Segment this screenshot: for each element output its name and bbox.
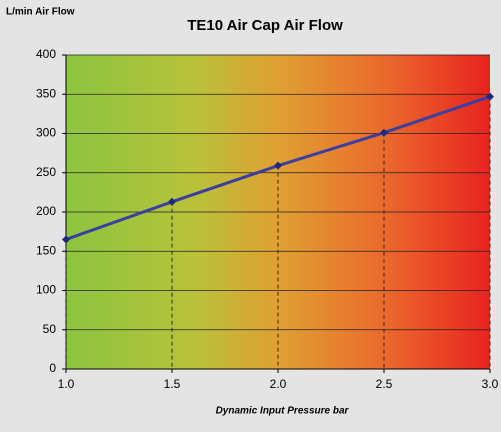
x-tick-label: 1.5 <box>164 377 181 391</box>
y-tick-label: 100 <box>36 283 56 297</box>
y-tick-label: 150 <box>36 243 56 257</box>
data-point <box>274 161 282 170</box>
x-tick-label: 2.5 <box>376 377 393 391</box>
y-tick-label: 400 <box>36 47 56 61</box>
y-tick-label: 300 <box>36 126 56 140</box>
data-point <box>168 197 176 206</box>
y-tick-label: 250 <box>36 165 56 179</box>
y-tick-label: 50 <box>43 322 57 336</box>
y-tick-label: 200 <box>36 204 56 218</box>
data-point <box>486 92 494 101</box>
y-tick-label: 0 <box>49 361 56 375</box>
y-tick-label: 350 <box>36 86 56 100</box>
x-axis-label: Dynamic Input Pressure bar <box>216 406 350 417</box>
data-point <box>380 128 388 137</box>
chart-title: TE10 Air Cap Air Flow <box>187 17 343 34</box>
data-point <box>62 235 70 244</box>
y-axis-label: L/min Air Flow <box>6 7 75 18</box>
x-tick-label: 3.0 <box>482 377 499 391</box>
x-tick-label: 2.0 <box>270 377 287 391</box>
x-tick-label: 1.0 <box>58 377 75 391</box>
